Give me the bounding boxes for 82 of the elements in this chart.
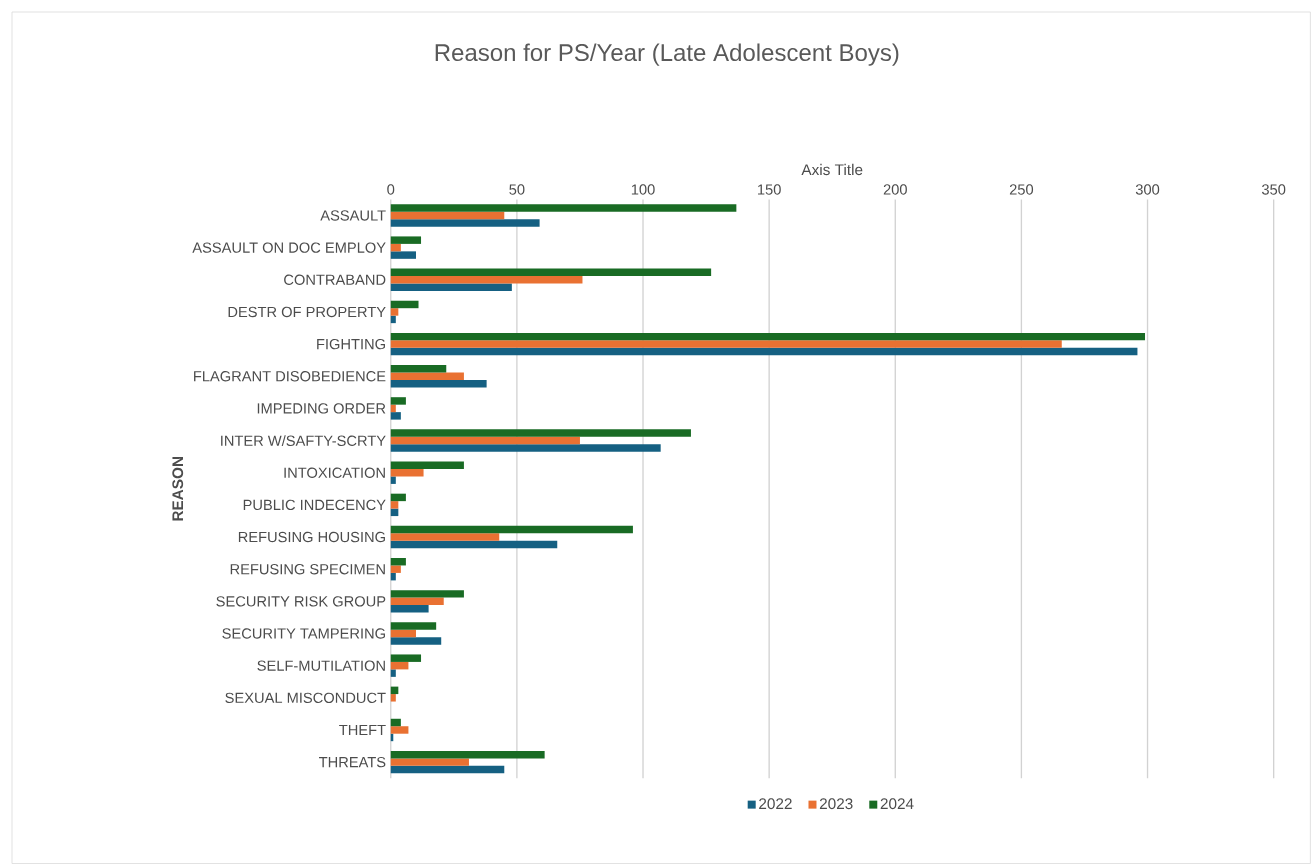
bar	[390, 525, 633, 534]
y-tick-label: SECURITY TAMPERING	[222, 628, 385, 639]
bar	[390, 412, 401, 420]
legend-label: 2024	[880, 798, 914, 810]
x-tick-label: 300	[1135, 184, 1160, 195]
bar	[390, 308, 399, 316]
x-tick-label: 200	[883, 184, 907, 195]
bar	[390, 604, 429, 613]
bar	[390, 211, 505, 220]
bar	[390, 364, 447, 373]
bar	[390, 572, 396, 581]
bar	[390, 765, 505, 774]
bar	[390, 204, 737, 212]
bar	[390, 718, 401, 727]
bar	[390, 669, 396, 677]
bar	[390, 557, 406, 566]
y-tick-label: DESTR OF PROPERTY	[228, 306, 386, 318]
y-tick-label: THREATS	[319, 756, 386, 768]
bar	[390, 661, 409, 670]
y-tick-label: REFUSING SPECIMEN	[230, 563, 385, 575]
bar	[390, 251, 416, 259]
bar	[390, 597, 444, 605]
x-tick-label: 250	[1009, 184, 1034, 195]
bar	[390, 275, 583, 284]
bar	[390, 693, 396, 702]
bar	[390, 654, 422, 662]
y-tick-label: SEXUAL MISCONDUCT	[225, 692, 386, 703]
bar	[390, 501, 399, 509]
bar	[390, 565, 401, 573]
y-tick-label: FIGHTING	[317, 338, 385, 350]
y-tick-label: IMPEDING ORDER	[257, 403, 386, 414]
x-tick-label: 350	[1261, 184, 1286, 195]
bar	[390, 476, 396, 484]
legend-label: 2023	[819, 798, 853, 810]
bar	[390, 758, 469, 766]
bar	[390, 461, 464, 469]
y-axis-title: REASON	[172, 456, 184, 521]
x-tick-label: 150	[758, 184, 781, 195]
bar	[390, 340, 1062, 348]
bar	[390, 397, 406, 405]
y-tick-label: CONTRABAND	[284, 274, 386, 285]
x-tick-label: 0	[387, 184, 395, 195]
bar	[390, 629, 416, 638]
bar	[390, 726, 409, 734]
bar	[390, 622, 437, 630]
bar	[390, 300, 419, 309]
bar	[390, 540, 558, 549]
x-tick-label: 50	[509, 184, 525, 195]
y-tick-label: SECURITY RISK GROUP	[216, 596, 386, 607]
y-tick-label: THEFT	[339, 724, 386, 735]
y-tick-label: PUBLIC INDECENCY	[243, 499, 386, 510]
bar	[390, 268, 712, 276]
legend-label: 2022	[759, 798, 792, 810]
bar	[390, 219, 540, 227]
y-tick-label: FLAGRANT DISOBEDIENCE	[194, 370, 386, 382]
bar	[390, 637, 442, 645]
y-tick-label: REFUSING HOUSING	[238, 531, 385, 543]
bar	[390, 590, 464, 598]
y-tick-label: INTER W/SAFTY-SCRTY	[221, 435, 386, 446]
x-tick-label: 100	[631, 184, 655, 195]
bar	[390, 347, 1138, 356]
bar	[390, 493, 406, 502]
bar	[390, 429, 691, 437]
y-tick-label: INTOXICATION	[284, 467, 385, 478]
y-tick-label: ASSAULT ON DOC EMPLOY	[192, 242, 386, 253]
bar	[390, 444, 661, 452]
bar	[390, 315, 396, 324]
bar	[390, 236, 422, 244]
bar	[390, 468, 424, 477]
y-tick-label: ASSAULT	[320, 210, 386, 221]
bar	[390, 379, 487, 388]
y-tick-label: SELF-MUTILATION	[257, 660, 385, 671]
bar	[390, 436, 580, 445]
bar	[390, 243, 401, 252]
bar	[390, 372, 464, 380]
bar	[390, 533, 500, 541]
x-axis-title: Axis Title	[801, 163, 863, 176]
bar	[390, 283, 512, 291]
bar	[390, 750, 545, 759]
chart-title: Reason for PS/Year (Late Adolescent Boys)	[435, 43, 899, 66]
bar	[390, 404, 396, 413]
bar	[390, 332, 1146, 341]
